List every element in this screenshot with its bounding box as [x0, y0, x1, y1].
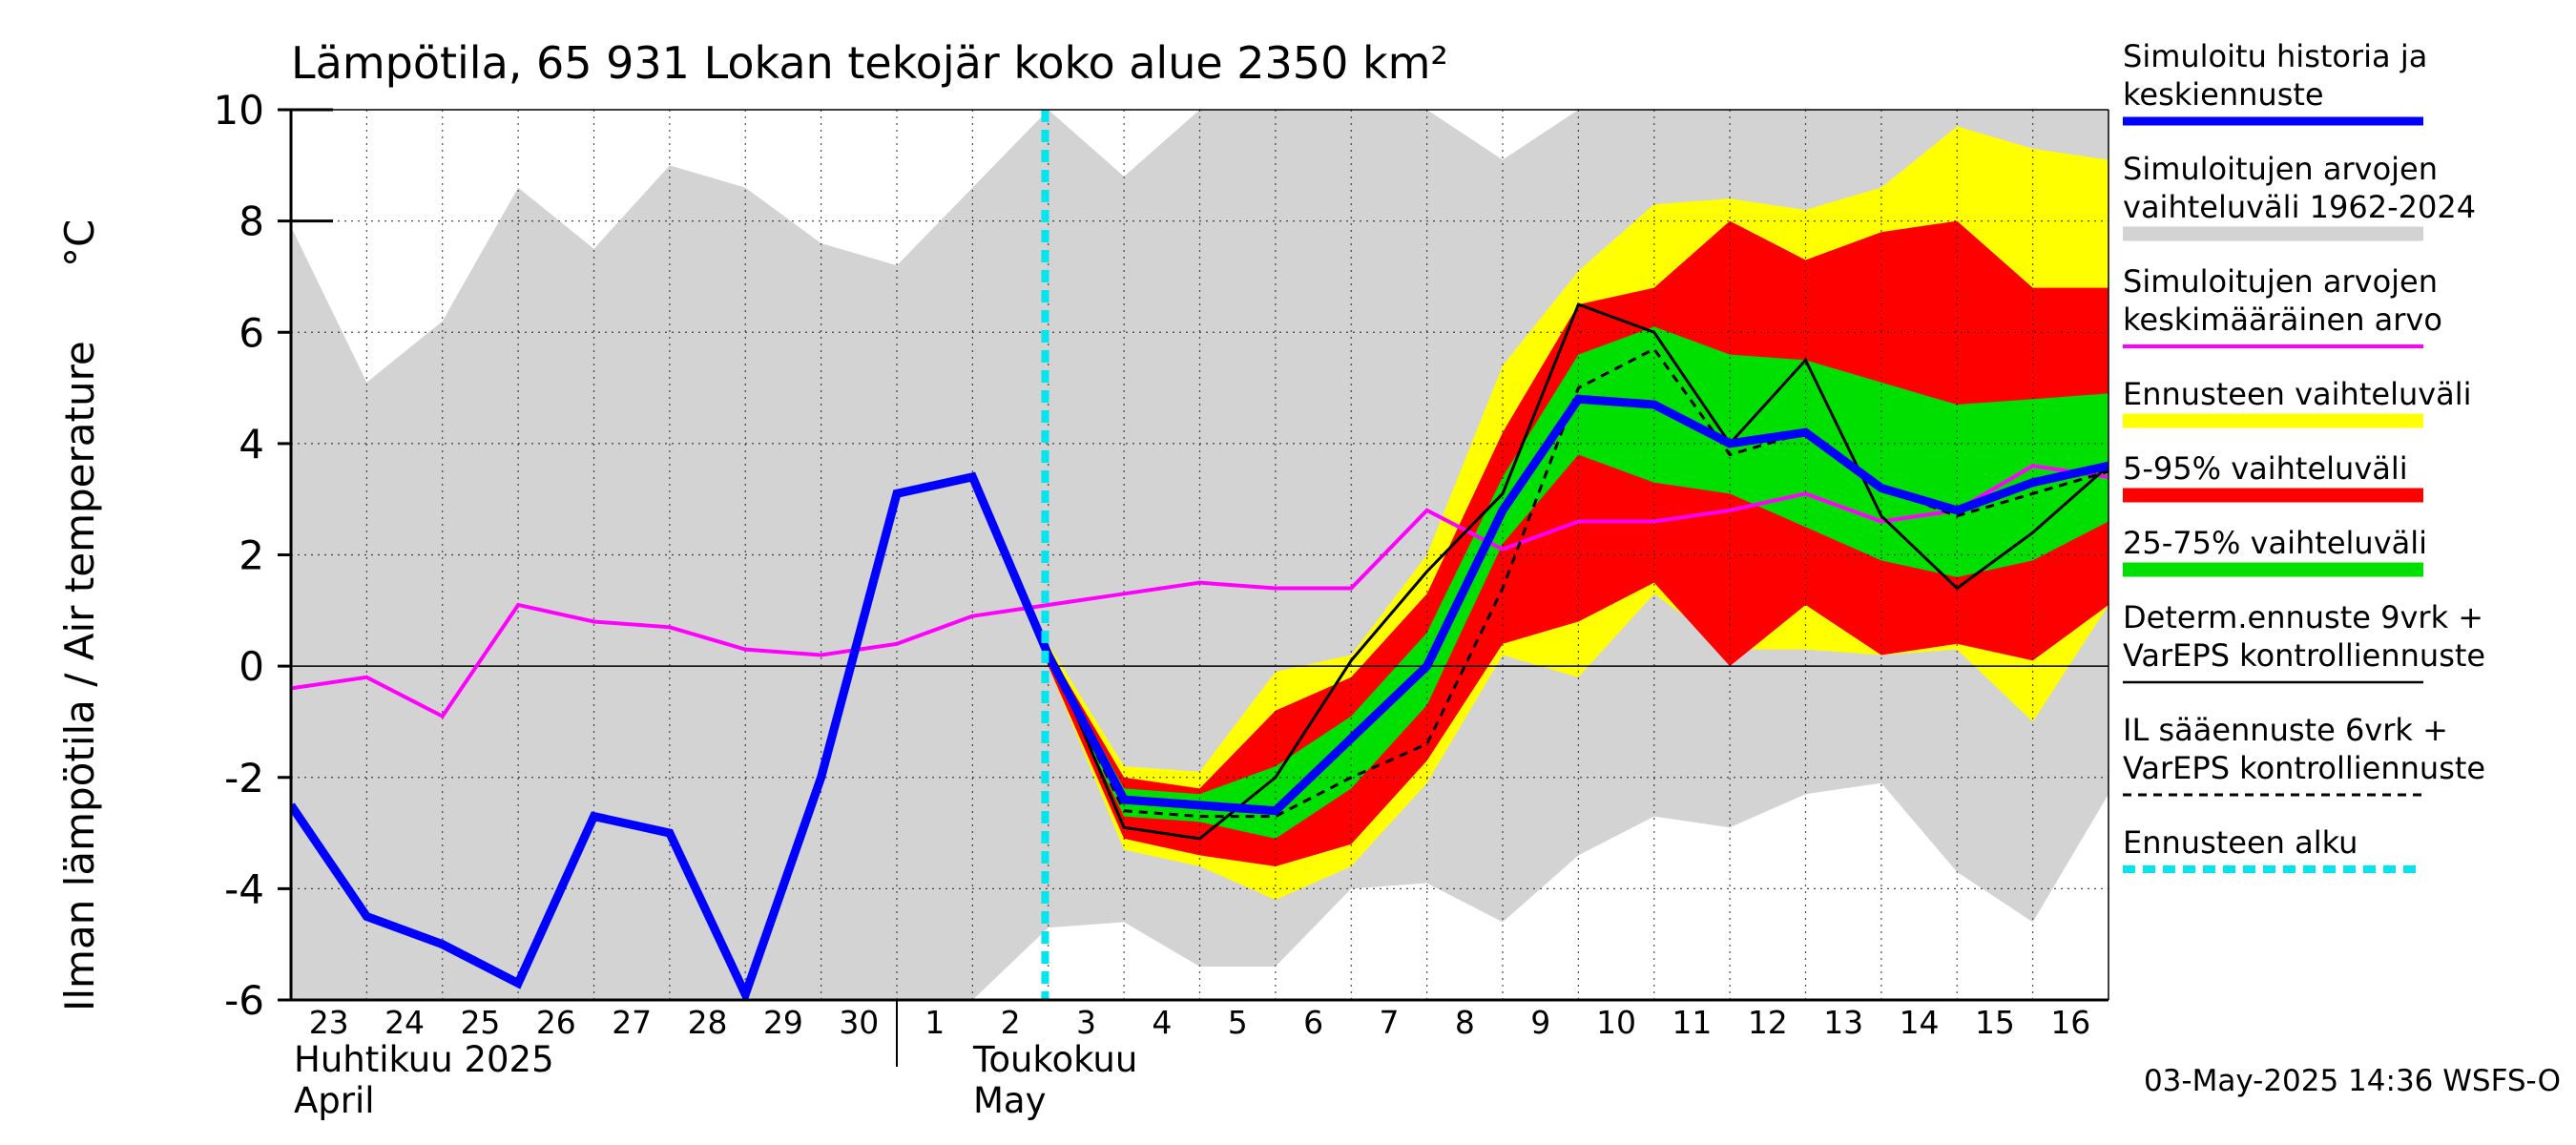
x-day-label: 4 [1152, 1004, 1172, 1041]
y-tick-label: 0 [239, 643, 264, 690]
y-axis-bracket [289, 108, 333, 223]
y-tick-label: -2 [224, 755, 264, 802]
legend-label: Determ.ennuste 9vrk + [2123, 599, 2483, 635]
legend-item: 5-95% vaihteluväli [2123, 450, 2423, 503]
legend-label: Simuloitujen arvojen [2123, 151, 2438, 187]
x-day-label: 10 [1596, 1004, 1636, 1041]
x-day-label: 30 [839, 1004, 879, 1041]
month-label-may-fi: Toukokuu [972, 1039, 1137, 1080]
month-label-may-en: May [973, 1080, 1047, 1121]
x-day-label: 2 [1001, 1004, 1021, 1041]
x-day-label: 5 [1228, 1004, 1248, 1041]
legend-label: Ennusteen vaihteluväli [2123, 376, 2472, 412]
x-day-label: 11 [1672, 1004, 1712, 1041]
x-day-label: 27 [612, 1004, 652, 1041]
legend-label: keskimääräinen arvo [2123, 302, 2442, 338]
y-tick-label: 10 [214, 87, 264, 134]
legend-label: 25-75% vaihteluväli [2123, 525, 2427, 561]
timestamp: 03-May-2025 14:36 WSFS-O [2144, 1064, 2561, 1098]
legend-label: 5-95% vaihteluväli [2123, 450, 2408, 487]
month-label-april-en: April [294, 1080, 375, 1121]
legend-label: Ennusteen alku [2123, 824, 2358, 861]
x-day-label: 14 [1900, 1004, 1940, 1041]
legend-label: VarEPS kontrolliennuste [2123, 637, 2485, 674]
historical-mean-line [291, 464, 2109, 719]
legend: Simuloitu historia jakeskiennusteSimuloi… [2123, 38, 2485, 873]
x-day-label: 1 [924, 1004, 945, 1041]
determ-forecast-line [971, 302, 2109, 841]
x-day-label: 6 [1303, 1004, 1323, 1041]
history-mean-line [291, 394, 2109, 1000]
x-day-label: 26 [536, 1004, 576, 1041]
x-day-label: 16 [2050, 1004, 2090, 1041]
x-day-label: 25 [460, 1004, 500, 1041]
y-tick-label: 2 [239, 532, 264, 579]
legend-label: Simuloitujen arvojen [2123, 263, 2438, 300]
x-day-label: 29 [763, 1004, 803, 1041]
y-tick-label: -6 [224, 977, 264, 1024]
legend-item: 25-75% vaihteluväli [2123, 525, 2427, 577]
x-day-label: 24 [384, 1004, 425, 1041]
y-axis-title: Ilman lämpötila / Air temperature [56, 341, 103, 1011]
x-day-label: 3 [1076, 1004, 1096, 1041]
x-day-label: 15 [1975, 1004, 2015, 1041]
y-tick-label: 4 [239, 421, 264, 468]
legend-item: Ennusteen vaihteluväli [2123, 376, 2472, 428]
legend-item: IL sääennuste 6vrk + VarEPS kontrollienn… [2123, 712, 2485, 797]
month-label-april-fi: Huhtikuu 2025 [294, 1039, 554, 1080]
chart-title: Lämpötila, 65 931 Lokan tekojär koko alu… [291, 37, 1448, 89]
x-day-label: 23 [309, 1004, 349, 1041]
p25-75-band [972, 326, 2109, 839]
y-tick-label: 6 [239, 309, 264, 356]
legend-label: keskiennuste [2123, 76, 2324, 113]
legend-item: Determ.ennuste 9vrk +VarEPS kontrollienn… [2123, 599, 2485, 684]
legend-item: Ennusteen alku [2123, 824, 2423, 873]
y-tick-label: 8 [239, 198, 264, 245]
legend-label: Simuloitu historia ja [2123, 38, 2427, 74]
x-day-label: 28 [688, 1004, 728, 1041]
y-axis-unit: °C [56, 219, 103, 267]
plot-clip-group [291, 110, 2109, 1000]
legend-label: VarEPS kontrolliennuste [2123, 750, 2485, 786]
legend-label: IL sääennuste 6vrk + [2123, 712, 2448, 748]
plot-area [291, 110, 2109, 1000]
legend-label: vaihteluväli 1962-2024 [2123, 189, 2476, 225]
x-day-label: 9 [1530, 1004, 1550, 1041]
x-day-label: 8 [1455, 1004, 1475, 1041]
x-day-label: 12 [1748, 1004, 1788, 1041]
x-day-label: 7 [1379, 1004, 1399, 1041]
y-tick-label: -4 [224, 865, 264, 912]
x-day-label: 13 [1823, 1004, 1863, 1041]
